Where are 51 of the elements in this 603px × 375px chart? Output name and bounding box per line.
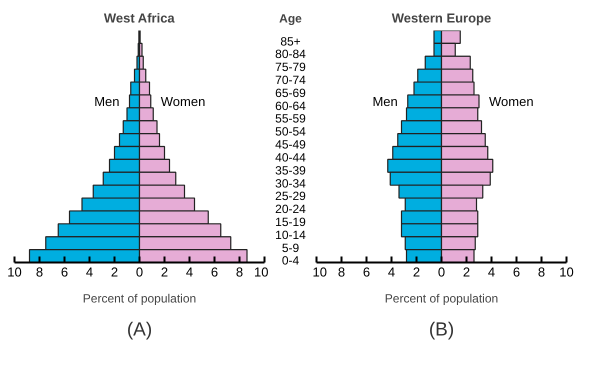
series-label: Women — [160, 94, 206, 109]
x-tick-label: 6 — [210, 264, 218, 280]
y-tick-label: 65-69 — [275, 86, 306, 100]
y-tick-label: 25-29 — [275, 189, 306, 204]
y-tick-label: 60-64 — [275, 98, 306, 113]
x-tick-label: 10 — [7, 264, 22, 280]
y-tick-label: 5-9 — [282, 240, 300, 255]
y-tick-label: 30-34 — [275, 176, 306, 190]
x-tick-label: 4 — [388, 264, 396, 280]
y-tick-label: 40-44 — [275, 150, 306, 164]
x-tick-label: 0 — [438, 264, 446, 280]
x-tick-label: 8 — [36, 264, 44, 280]
y-axis-title: Age — [279, 12, 302, 26]
x-tick-label: 2 — [110, 264, 118, 280]
text: (A) — [126, 320, 152, 340]
text: (B) — [428, 320, 454, 340]
x-tick-label: 0 — [136, 264, 144, 280]
y-tick-label: 70-74 — [275, 73, 306, 88]
x-tick-label: 6 — [362, 264, 370, 280]
x-tick-label: 10 — [254, 264, 269, 280]
x-tick-label: 8 — [236, 264, 244, 280]
y-tick-label: 50-54 — [275, 124, 306, 139]
x-tick-label: 2 — [160, 264, 168, 280]
x-tick-label: 6 — [60, 264, 68, 280]
x-tick-label: 2 — [412, 264, 420, 280]
y-tick-label: 20-24 — [275, 202, 306, 216]
x-axis-title: Percent of population — [384, 292, 498, 306]
x-tick-label: 4 — [86, 264, 94, 280]
y-tick-label: 85+ — [280, 34, 301, 48]
x-tick-label: 10 — [559, 264, 574, 280]
y-tick-label: 80-84 — [275, 47, 306, 62]
y-tick-label: 35-39 — [275, 163, 306, 178]
x-tick-label: 2 — [462, 264, 470, 280]
y-tick-label: 15-19 — [275, 214, 306, 229]
x-tick-label: 8 — [538, 264, 546, 280]
series-label: Men — [94, 94, 120, 109]
x-tick-label: 4 — [186, 264, 194, 280]
series-label: Men — [372, 94, 398, 109]
x-axis-title: Percent of population — [82, 292, 196, 306]
y-tick-label: 0-4 — [282, 254, 300, 268]
y-tick-label: 55-59 — [275, 112, 306, 126]
x-tick-label: 4 — [488, 264, 496, 280]
y-tick-label: 45-49 — [275, 138, 306, 152]
x-tick-label: 10 — [312, 264, 327, 280]
y-tick-label: 10-14 — [275, 228, 306, 242]
chart-title: Western Europe — [392, 10, 492, 26]
x-tick-label: 6 — [512, 264, 520, 280]
series-label: Women — [489, 94, 534, 109]
chart-title: West Africa — [104, 10, 176, 26]
x-tick-label: 8 — [338, 264, 346, 280]
y-tick-label: 75-79 — [275, 60, 306, 74]
